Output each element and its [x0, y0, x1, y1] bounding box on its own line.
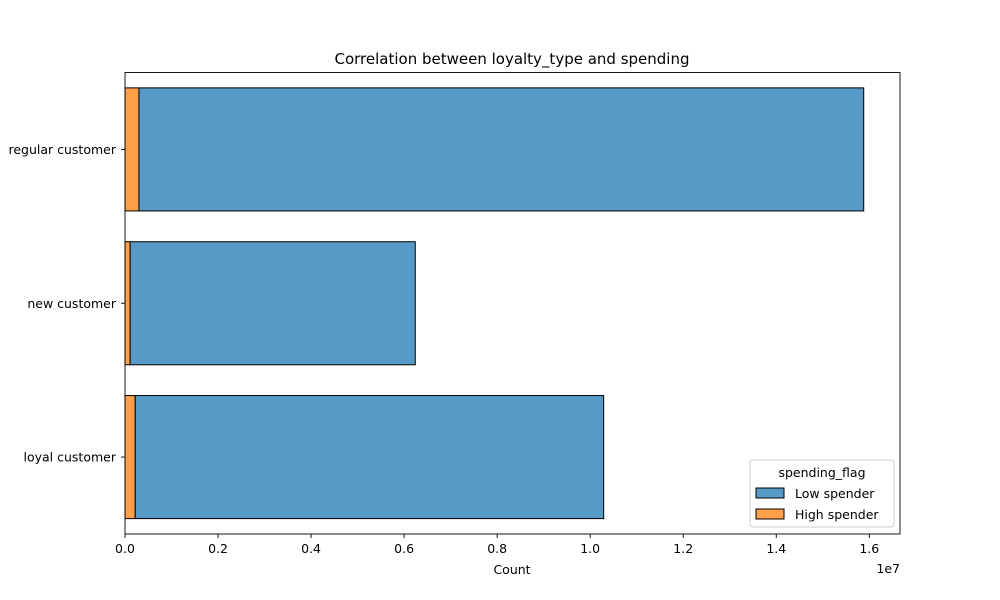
y-tick-label: loyal customer [24, 450, 117, 465]
bars-group [124, 87, 865, 520]
bar-high-spender-2 [124, 395, 136, 520]
legend-label-high-spender: High spender [795, 507, 879, 522]
x-tick-label: 1.6 [859, 541, 879, 556]
bar-high-spender-0 [124, 87, 140, 212]
x-tick-label: 0.8 [487, 541, 507, 556]
x-axis: 0.0 0.2 0.4 0.6 0.8 1.0 1.2 1.4 1.6 [115, 534, 879, 556]
x-axis-offset-label: 1e7 [876, 561, 900, 576]
y-axis: regular customer new customer loyal custom… [8, 142, 125, 465]
x-axis-label: Count [493, 562, 530, 577]
legend-box [749, 459, 895, 528]
x-tick-label: 1.2 [673, 541, 693, 556]
legend-swatch-high-spender [755, 508, 785, 520]
bar-low-spender-1 [129, 241, 416, 366]
bar-low-spender-0 [138, 87, 865, 212]
y-tick-label: new customer [27, 296, 117, 311]
x-tick-label: 0.6 [394, 541, 414, 556]
x-tick-label: 0.2 [208, 541, 228, 556]
legend-label-low-spender: Low spender [795, 486, 875, 501]
legend: spending_flag Low spender High spender [749, 459, 895, 528]
x-tick-label: 0.4 [301, 541, 321, 556]
x-tick-label: 1.4 [766, 541, 786, 556]
legend-title: spending_flag [778, 465, 865, 480]
bar-low-spender-2 [134, 395, 605, 520]
bar-high-spender-1 [124, 241, 131, 366]
x-tick-label: 1.0 [580, 541, 600, 556]
chart-title: Correlation between loyalty_type and spe… [334, 50, 689, 69]
legend-swatch-low-spender [755, 487, 785, 499]
y-tick-label: regular customer [8, 142, 116, 157]
x-tick-label: 0.0 [115, 541, 135, 556]
